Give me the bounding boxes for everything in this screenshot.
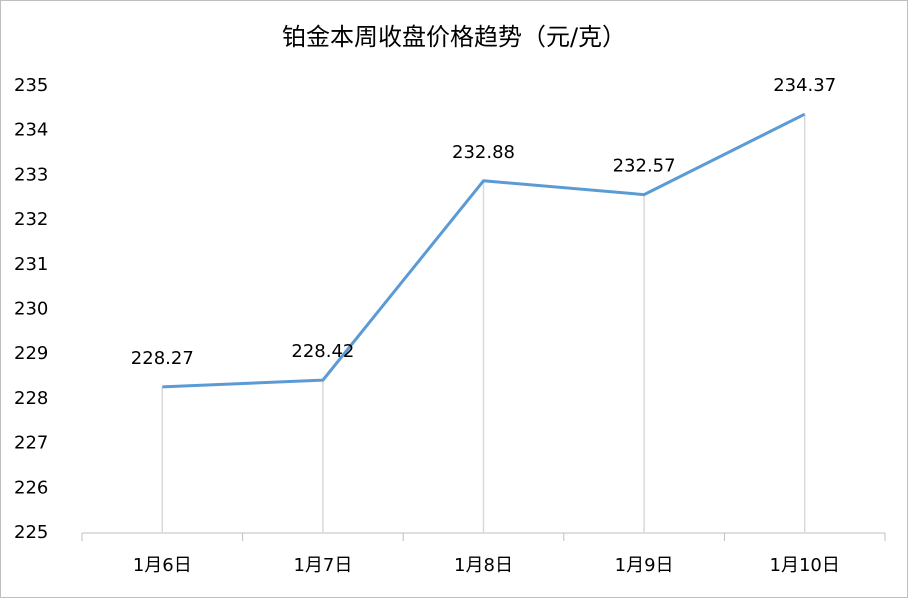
y-tick-label: 232 [14, 209, 48, 230]
data-label: 228.27 [131, 348, 194, 369]
y-tick-label: 233 [14, 164, 48, 185]
x-tick-label: 1月8日 [454, 555, 513, 576]
x-tick-label: 1月7日 [293, 555, 352, 576]
x-tick-label: 1月9日 [615, 555, 674, 576]
chart-title: 铂金本周收盘价格趋势（元/克） [282, 23, 626, 51]
data-label: 232.57 [613, 156, 676, 177]
data-label: 232.88 [452, 142, 515, 163]
y-tick-label: 226 [14, 477, 48, 498]
y-tick-label: 230 [14, 299, 48, 320]
y-tick-label: 227 [14, 433, 48, 454]
y-tick-label: 229 [14, 343, 48, 364]
y-tick-label: 231 [14, 254, 48, 275]
data-line [162, 112, 806, 389]
x-tick-label: 1月10日 [770, 555, 840, 576]
y-tick-label: 235 [14, 75, 48, 96]
y-tick-label: 228 [14, 388, 48, 409]
data-label: 234.37 [773, 75, 836, 96]
y-tick-label: 225 [14, 522, 48, 543]
y-tick-label: 234 [14, 120, 48, 141]
x-tick-label: 1月6日 [133, 555, 192, 576]
data-label: 228.42 [291, 341, 354, 362]
